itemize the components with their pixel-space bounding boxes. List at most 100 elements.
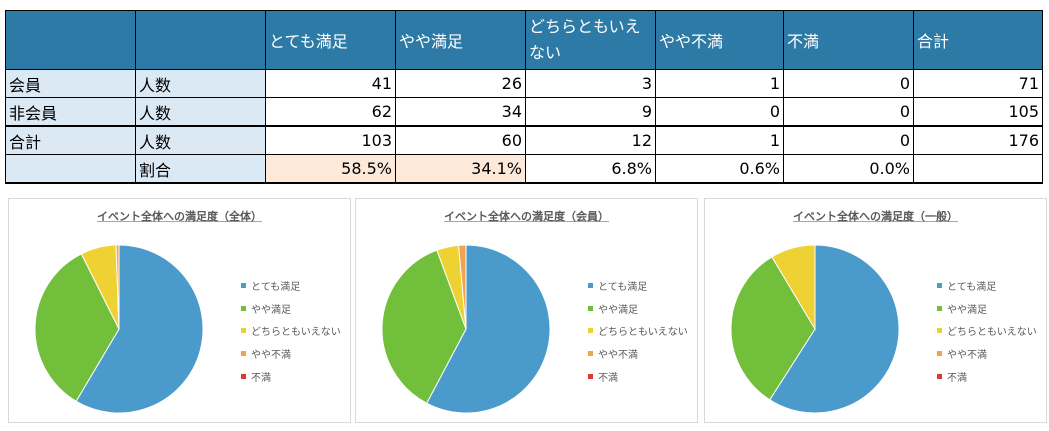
pie-slice-1 xyxy=(75,244,204,414)
legend-label: どちらともいえない xyxy=(598,327,688,339)
header-cell: やや満足 xyxy=(395,10,526,70)
legend: とても満足やや満足どちらともいえないやや不満不満 xyxy=(937,274,1037,387)
legend-item: とても満足 xyxy=(588,274,688,297)
legend-item: 不満 xyxy=(241,365,341,388)
legend-swatch xyxy=(937,282,942,288)
table-row: 会員 人数 41 26 3 1 0 71 xyxy=(5,69,1043,98)
table-cell: 0 xyxy=(655,97,784,127)
table-cell: 0 xyxy=(783,97,914,127)
chart-title: イベント全体への満足度（一般） xyxy=(793,210,958,223)
table-row: 割合 58.5% 34.1% 6.8% 0.6% 0.0% xyxy=(5,154,1043,184)
legend-label: 不満 xyxy=(598,372,618,384)
legend-item: やや不満 xyxy=(241,342,341,365)
legend-label: やや満足 xyxy=(251,304,291,316)
table-cell: 26 xyxy=(395,69,526,98)
pie-slice-2 xyxy=(381,249,467,404)
pie-plot xyxy=(730,244,900,414)
pie-chart-overall: イベント全体への満足度（全体） とても満足やや満足どちらともいえない やや不満 不満 xyxy=(8,198,351,423)
table-cell: 0 xyxy=(783,125,914,155)
table-cell: 34 xyxy=(395,97,526,127)
row-metric-label: 人数 xyxy=(135,97,266,127)
legend-label: とても満足 xyxy=(947,281,997,293)
legend-item: どちらともいえない xyxy=(241,319,341,342)
legend-item: とても満足 xyxy=(241,274,341,297)
legend-label: やや満足 xyxy=(947,304,987,316)
pie-slice-4 xyxy=(115,244,120,330)
legend-swatch xyxy=(588,350,593,356)
legend: とても満足やや満足どちらともいえない やや不満 不満 xyxy=(241,274,341,387)
table-cell: 103 xyxy=(265,125,396,155)
legend-item: やや不満 xyxy=(588,342,688,365)
table-cell: 3 xyxy=(525,69,656,98)
table-cell xyxy=(913,154,1043,184)
legend-item: どちらともいえない xyxy=(937,319,1037,342)
row-group-label xyxy=(5,154,136,184)
pie-chart-members: イベント全体への満足度（会員） とても満足やや満足どちらともいえない やや不満不満 xyxy=(355,198,698,423)
legend-item: とても満足 xyxy=(937,274,1037,297)
legend-label: 不満 xyxy=(947,372,967,384)
legend-label: やや不満 xyxy=(947,349,987,361)
legend-item: 不満 xyxy=(937,365,1037,388)
table-cell: 71 xyxy=(913,69,1043,98)
summary-table: とても満足 やや満足 どちらともいえ ない やや不満 不満 合計 会員 人数 41… xyxy=(5,10,1043,184)
table-header-row: とても満足 やや満足 どちらともいえ ない やや不満 不満 合計 xyxy=(5,10,1043,70)
table-cell: 176 xyxy=(913,125,1043,155)
table-cell: 6.8% xyxy=(525,154,656,184)
legend-swatch xyxy=(588,282,593,288)
header-cell: 合計 xyxy=(913,10,1043,70)
legend-swatch xyxy=(241,328,246,334)
legend-item: やや不満 xyxy=(937,342,1037,365)
legend-swatch xyxy=(937,305,942,311)
header-cell: とても満足 xyxy=(265,10,396,70)
table-cell: 41 xyxy=(265,69,396,98)
table-cell: 0 xyxy=(783,69,914,98)
table-cell: 62 xyxy=(265,97,396,127)
row-metric-label: 人数 xyxy=(135,69,266,98)
legend-swatch xyxy=(241,373,246,379)
table-cell: 34.1% xyxy=(395,154,526,184)
legend-label: やや不満 xyxy=(598,349,638,361)
summary-table-container: とても満足 やや満足 どちらともいえ ない やや不満 不満 合計 会員 人数 41… xyxy=(5,10,1043,190)
table-cell: 58.5% xyxy=(265,154,396,184)
legend-item: やや満足 xyxy=(588,297,688,320)
legend-swatch xyxy=(588,305,593,311)
table-row: 非会員 人数 62 34 9 0 0 105 xyxy=(5,97,1043,127)
table-cell: 0.6% xyxy=(655,154,784,184)
legend-item: やや満足 xyxy=(937,297,1037,320)
row-metric-label: 割合 xyxy=(135,154,266,184)
pie-plot xyxy=(381,244,551,414)
legend-swatch xyxy=(241,282,246,288)
header-cell xyxy=(5,10,136,70)
table-cell: 0.0% xyxy=(783,154,914,184)
legend: とても満足やや満足どちらともいえない やや不満不満 xyxy=(588,274,688,387)
legend-item: どちらともいえない xyxy=(588,319,688,342)
table-cell: 9 xyxy=(525,97,656,127)
table-cell: 1 xyxy=(655,125,784,155)
legend-swatch xyxy=(588,328,593,334)
legend-swatch xyxy=(937,373,942,379)
table-cell: 12 xyxy=(525,125,656,155)
chart-title: イベント全体への満足度（会員） xyxy=(444,210,609,223)
row-group-label: 会員 xyxy=(5,69,136,98)
row-group-label: 合計 xyxy=(5,125,136,155)
legend-label: とても満足 xyxy=(251,281,301,293)
pie-slice-3 xyxy=(771,244,816,331)
row-group-label: 非会員 xyxy=(5,97,136,127)
pie-slice-2 xyxy=(34,253,120,402)
table-cell: 105 xyxy=(913,97,1043,127)
pie-chart-general: イベント全体への満足度（一般） とても満足やや満足どちらともいえないやや不満不満 xyxy=(704,198,1047,423)
table-row: 合計 人数 103 60 12 1 0 176 xyxy=(5,125,1043,155)
pie-plot xyxy=(34,244,204,414)
row-metric-label: 人数 xyxy=(135,125,266,155)
table-cell: 1 xyxy=(655,69,784,98)
pie-slice-4 xyxy=(458,244,467,330)
header-cell: 不満 xyxy=(783,10,914,70)
pie-slice-1 xyxy=(769,244,900,414)
chart-title: イベント全体への満足度（全体） xyxy=(97,210,262,223)
legend-label: とても満足 xyxy=(598,281,648,293)
legend-swatch xyxy=(241,350,246,356)
header-cell: やや不満 xyxy=(655,10,784,70)
legend-swatch xyxy=(937,328,942,334)
legend-item: やや満足 xyxy=(241,297,341,320)
header-cell: どちらともいえ ない xyxy=(525,10,656,70)
